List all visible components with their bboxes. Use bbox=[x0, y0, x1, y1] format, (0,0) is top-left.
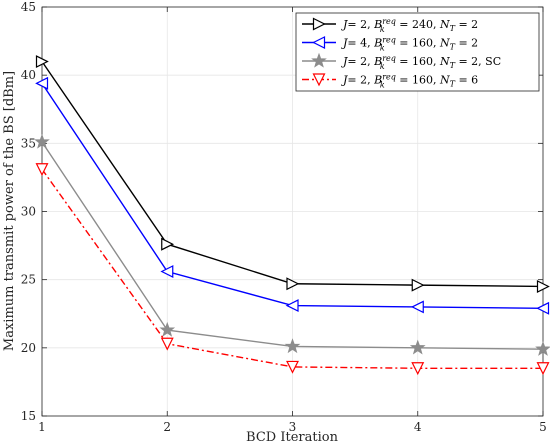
data-point bbox=[160, 337, 174, 351]
data-point bbox=[160, 265, 174, 278]
y-axis-label: Maximum transmit power of the BS [dBm] bbox=[2, 71, 17, 351]
data-point bbox=[34, 133, 50, 149]
series-3 bbox=[34, 133, 550, 356]
legend-label: J= 2, Breq k = 160, NT = 6 bbox=[341, 73, 478, 90]
data-point bbox=[285, 299, 299, 313]
data-point bbox=[536, 301, 550, 315]
x-tick-label: 4 bbox=[414, 420, 422, 434]
y-tick-label: 35 bbox=[21, 136, 36, 150]
legend-label: J= 4, Breq k = 160, NT = 2 bbox=[341, 36, 478, 53]
legend-marker bbox=[311, 52, 327, 68]
data-point bbox=[35, 76, 49, 90]
y-tick-label: 15 bbox=[21, 409, 36, 423]
x-tick-label: 5 bbox=[539, 420, 547, 434]
series-layer bbox=[34, 55, 550, 376]
legend-label: J= 2, Breq k = 160, NT = 2, SC bbox=[341, 54, 501, 71]
legend-box bbox=[295, 12, 540, 92]
y-tick-label: 20 bbox=[21, 341, 36, 355]
y-tick-label: 45 bbox=[21, 0, 36, 14]
y-tick-label: 30 bbox=[21, 205, 36, 219]
legend-entry: J= 2, Breq k = 160, NT = 6 bbox=[302, 73, 478, 90]
legend-entry: J= 2, Breq k = 160, NT = 2, SC bbox=[302, 52, 501, 71]
data-point bbox=[411, 278, 425, 292]
series-2 bbox=[35, 76, 550, 315]
data-point bbox=[35, 55, 49, 69]
data-point bbox=[35, 163, 49, 177]
legend-marker bbox=[312, 73, 326, 87]
x-tick-label: 1 bbox=[38, 420, 46, 434]
x-axis-label: BCD Iteration bbox=[246, 430, 339, 444]
data-point bbox=[535, 340, 550, 356]
data-point bbox=[410, 300, 424, 314]
data-point bbox=[286, 277, 300, 291]
series-1 bbox=[35, 55, 550, 293]
legend-entry: J= 4, Breq k = 160, NT = 2 bbox=[302, 36, 478, 53]
legend-entry: J= 2, Breq k = 240, NT = 2 bbox=[302, 17, 478, 34]
legend-marker bbox=[312, 17, 326, 31]
legend: J= 2, Breq k = 240, NT = 2 J= 4, Breq k = 1… bbox=[295, 12, 540, 92]
x-tick-label: 3 bbox=[289, 420, 297, 434]
x-tick-label: 2 bbox=[163, 420, 171, 434]
data-point bbox=[284, 338, 301, 354]
y-tick-label: 40 bbox=[21, 68, 36, 82]
data-point bbox=[536, 362, 550, 376]
data-point bbox=[159, 321, 176, 337]
data-point bbox=[536, 280, 550, 293]
legend-marker bbox=[312, 36, 326, 49]
series-4 bbox=[35, 163, 550, 376]
y-tick-label: 25 bbox=[21, 273, 36, 287]
data-point bbox=[161, 237, 175, 251]
data-point bbox=[411, 362, 425, 376]
legend-label: J= 2, Breq k = 240, NT = 2 bbox=[341, 17, 478, 34]
data-point bbox=[286, 360, 299, 374]
data-point bbox=[409, 339, 426, 355]
